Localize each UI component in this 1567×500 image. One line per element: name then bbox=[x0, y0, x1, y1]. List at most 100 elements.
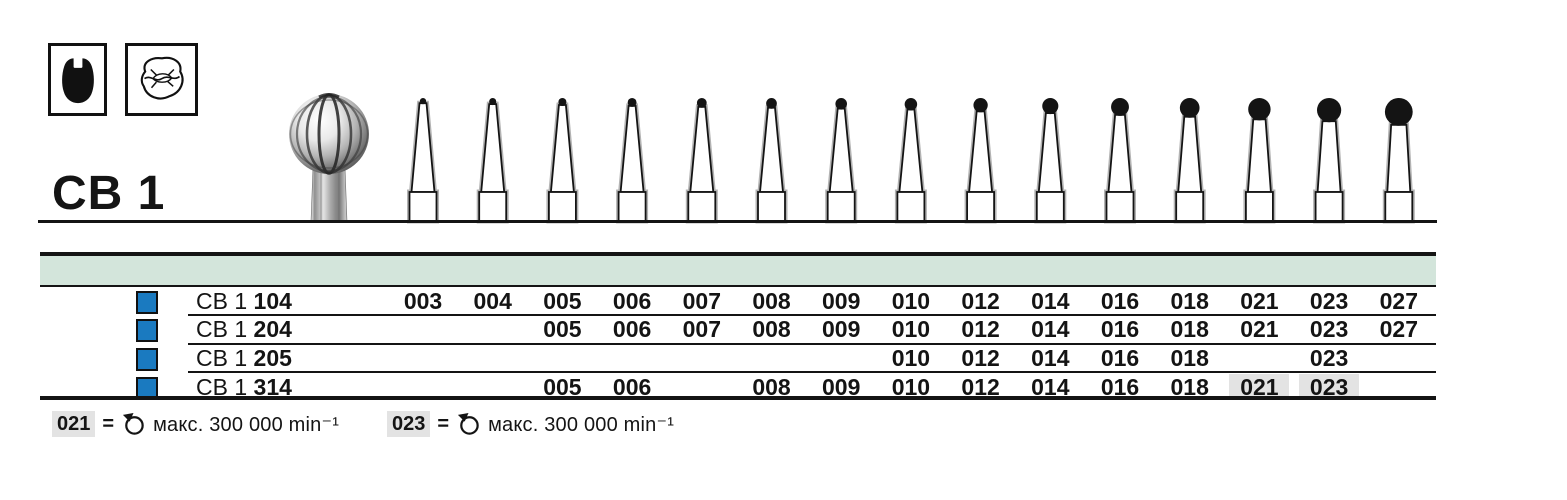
size-cell: 010 bbox=[891, 288, 931, 314]
table-band-rule bbox=[40, 285, 1436, 287]
size-cell: 010 bbox=[891, 316, 931, 342]
figure-label: CB 1 204 bbox=[196, 316, 292, 342]
table-row-204: CB 1 204 005 006 007 008 009 010 012 014 016 018 02… bbox=[0, 316, 1567, 342]
size-cell: 023 bbox=[1299, 374, 1360, 400]
size-cell: 021 bbox=[1240, 288, 1279, 314]
size-cell: 005 bbox=[543, 374, 582, 400]
size-cell: 006 bbox=[612, 374, 652, 400]
rotation-speed-icon bbox=[122, 412, 144, 435]
size-cell: 014 bbox=[1031, 374, 1070, 400]
row-separator bbox=[188, 314, 1436, 316]
figure-shank-code: 104 bbox=[253, 288, 292, 314]
size-cell: 023 bbox=[1309, 316, 1349, 342]
bur-silhouette-023 bbox=[1313, 98, 1346, 224]
size-cell: 008 bbox=[752, 288, 791, 314]
equals-sign: = bbox=[102, 412, 115, 435]
size-cell: 012 bbox=[961, 374, 1000, 400]
bur-silhouette-003 bbox=[407, 98, 439, 224]
size-cell: 016 bbox=[1100, 374, 1140, 400]
size-cell: 012 bbox=[961, 345, 1000, 371]
baseline-rule bbox=[38, 220, 1437, 223]
bur-silhouette-007 bbox=[685, 98, 718, 224]
figure-series: CB 1 bbox=[196, 316, 254, 342]
size-cell: 007 bbox=[682, 288, 721, 314]
size-cell: 009 bbox=[822, 374, 861, 400]
size-cell: 008 bbox=[752, 316, 791, 342]
footnote-size-code: 023 bbox=[387, 411, 431, 437]
size-cell: 014 bbox=[1031, 288, 1070, 314]
table-row-104: CB 1 104 003 004 005 006 007 008 009 010 012 014 01… bbox=[0, 288, 1567, 314]
row-separator bbox=[188, 371, 1436, 373]
size-cell: 005 bbox=[543, 288, 582, 314]
bur-silhouette-009 bbox=[825, 98, 858, 224]
tooth-crown-icon bbox=[61, 54, 94, 103]
figure-shank-code: 205 bbox=[253, 345, 292, 371]
availability-square-icon bbox=[136, 291, 158, 314]
size-cell: 010 bbox=[891, 345, 931, 371]
size-cell: 004 bbox=[473, 288, 512, 314]
size-cell: 003 bbox=[403, 288, 443, 314]
table-bottom-rule bbox=[40, 396, 1436, 400]
size-cell: 016 bbox=[1100, 288, 1140, 314]
table-row-205: CB 1 205 010 012 014 016 018 023 bbox=[0, 345, 1567, 371]
bur-silhouette-021 bbox=[1243, 98, 1276, 224]
size-cell: 018 bbox=[1170, 374, 1209, 400]
equals-sign: = bbox=[437, 412, 450, 435]
size-cell: 018 bbox=[1170, 316, 1209, 342]
size-cell: 023 bbox=[1309, 288, 1349, 314]
figure-shank-code: 204 bbox=[253, 316, 292, 342]
size-cell: 009 bbox=[822, 288, 861, 314]
size-cell: 009 bbox=[822, 316, 861, 342]
size-cell: 018 bbox=[1170, 288, 1209, 314]
speed-footnote: 021 = макс. 300 000 min⁻¹ bbox=[52, 411, 339, 437]
size-cell: 006 bbox=[612, 288, 652, 314]
figure-label: CB 1 205 bbox=[196, 345, 292, 371]
row-separator bbox=[188, 343, 1436, 345]
size-cell: 005 bbox=[543, 316, 582, 342]
size-cell: 012 bbox=[961, 316, 1000, 342]
figure-label: CB 1 314 bbox=[196, 374, 292, 400]
availability-square-icon bbox=[136, 319, 158, 342]
footnote-size-code: 021 bbox=[52, 411, 96, 437]
table-header-band bbox=[40, 256, 1436, 285]
size-cell: 012 bbox=[961, 288, 1000, 314]
size-cell: 006 bbox=[612, 316, 652, 342]
bur-silhouette-014 bbox=[1034, 98, 1067, 224]
bur-silhouette-012 bbox=[964, 98, 997, 224]
figure-shank-code: 314 bbox=[253, 374, 292, 400]
figure-series: CB 1 bbox=[196, 288, 254, 314]
size-cell: 007 bbox=[682, 316, 721, 342]
bur-silhouette-006 bbox=[616, 98, 649, 224]
bur-size-silhouettes bbox=[407, 98, 1415, 224]
size-cell: 014 bbox=[1031, 316, 1070, 342]
bur-silhouette-008 bbox=[755, 98, 788, 224]
footnote-text: макс. 300 000 min⁻¹ bbox=[488, 413, 675, 436]
figure-series: CB 1 bbox=[196, 374, 254, 400]
size-cell: 010 bbox=[891, 374, 931, 400]
tooth-occlusal-icon bbox=[140, 56, 184, 99]
footnote-text: макс. 300 000 min⁻¹ bbox=[153, 413, 340, 436]
rotation-speed-icon bbox=[457, 412, 479, 435]
bur-silhouette-010 bbox=[894, 98, 927, 224]
bur-photo bbox=[289, 93, 369, 222]
bur-silhouette-027 bbox=[1382, 98, 1415, 224]
series-label: CB 1 bbox=[52, 167, 166, 220]
bur-silhouette-016 bbox=[1104, 98, 1136, 224]
size-cell: 018 bbox=[1170, 345, 1209, 371]
size-cell: 021 bbox=[1229, 374, 1290, 400]
size-cell: 008 bbox=[752, 374, 791, 400]
size-cell: 027 bbox=[1379, 288, 1418, 314]
indication-box-crown bbox=[48, 43, 107, 116]
speed-footnote: 023 = макс. 300 000 min⁻¹ bbox=[387, 411, 674, 437]
bur-silhouette-004 bbox=[476, 98, 509, 224]
bur-silhouette-018 bbox=[1173, 98, 1206, 224]
bur-silhouette-005 bbox=[546, 98, 579, 224]
table-row-314: CB 1 314 005 006 008 009 010 012 014 016 018 021 02… bbox=[0, 374, 1567, 400]
availability-square-icon bbox=[136, 348, 158, 371]
size-cell: 016 bbox=[1100, 316, 1140, 342]
size-cell: 027 bbox=[1379, 316, 1418, 342]
size-cell: 016 bbox=[1100, 345, 1140, 371]
indication-box-occlusal bbox=[125, 43, 198, 116]
figure-series: CB 1 bbox=[196, 345, 254, 371]
size-cell: 014 bbox=[1031, 345, 1070, 371]
